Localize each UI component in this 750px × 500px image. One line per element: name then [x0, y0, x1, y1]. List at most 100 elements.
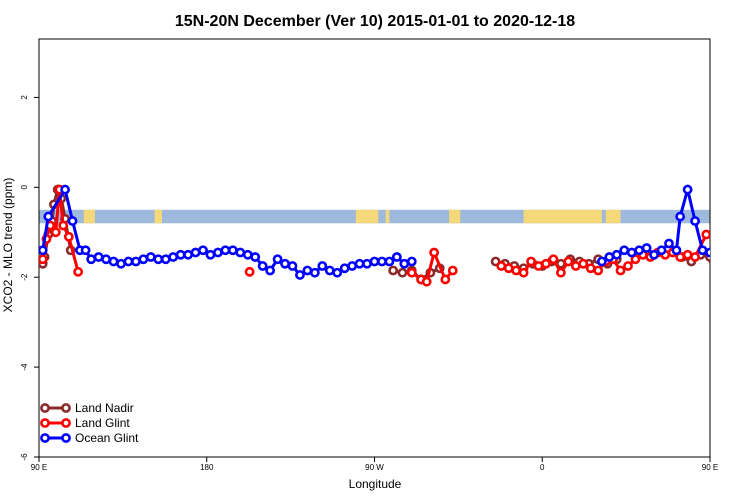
point-1-47 [725, 249, 732, 256]
point-2-1 [43, 211, 54, 222]
legend-label-0: Land Nadir [75, 401, 134, 415]
point-0-9 [388, 265, 399, 276]
point-1-42 [701, 229, 710, 240]
point-1-9 [406, 267, 417, 278]
point-2-43 [362, 258, 372, 269]
x-tick-label-1: 180 [200, 463, 214, 472]
point-0-33 [708, 258, 710, 265]
point-2-3 [67, 216, 78, 226]
point-1-24 [563, 256, 574, 267]
point-2-29 [257, 261, 268, 271]
point-2-7 [93, 252, 104, 262]
point-0-41 [744, 247, 750, 254]
point-2-22 [205, 249, 216, 260]
point-2-35 [302, 265, 313, 276]
point-0-10 [397, 267, 408, 278]
point-2-40 [339, 263, 350, 274]
point-1-7 [73, 266, 84, 277]
point-2-24 [220, 245, 231, 256]
point-1-25 [570, 261, 581, 271]
point-2-69 [736, 262, 743, 269]
y-tick-label-2: -2 [20, 273, 29, 281]
point-2-49 [406, 256, 417, 267]
point-1-22 [548, 254, 559, 265]
point-1-27 [585, 263, 596, 274]
point-2-28 [250, 252, 261, 262]
point-1-44 [714, 208, 721, 215]
land-patch-5 [523, 209, 602, 224]
point-2-26 [235, 247, 246, 258]
land-patch-3 [385, 209, 390, 224]
chart-title: 15N-20N December (Ver 10) 2015-01-01 to … [175, 13, 575, 30]
point-2-59 [664, 238, 674, 249]
point-2-58 [656, 245, 667, 256]
point-2-25 [227, 245, 238, 256]
point-1-41 [690, 252, 700, 262]
point-1-26 [578, 258, 589, 269]
point-2-63 [690, 216, 700, 226]
point-1-3 [50, 227, 61, 238]
point-2-54 [626, 247, 637, 258]
point-2-67 [721, 256, 728, 263]
point-2-45 [377, 256, 387, 267]
point-2-70 [744, 260, 750, 267]
land-ocean-strip [39, 209, 710, 224]
point-1-21 [541, 258, 551, 269]
point-2-13 [138, 254, 149, 265]
x-tick-label-0: 90 E [31, 463, 47, 472]
series-line-0-3 [681, 253, 710, 264]
point-2-32 [280, 258, 290, 269]
point-2-57 [649, 249, 659, 260]
point-2-62 [682, 184, 693, 195]
point-1-16 [503, 263, 514, 274]
y-tick-label-0: 2 [20, 95, 29, 100]
point-2-48 [399, 258, 410, 269]
point-2-11 [123, 256, 134, 267]
point-0-38 [732, 195, 739, 202]
point-2-21 [198, 245, 208, 256]
point-2-5 [80, 245, 91, 256]
point-2-9 [108, 256, 119, 267]
point-2-37 [317, 261, 328, 271]
point-2-60 [671, 245, 682, 256]
y-tick-label-1: 0 [20, 185, 29, 190]
point-2-17 [168, 252, 179, 262]
point-1-14 [447, 265, 458, 276]
point-0-35 [721, 217, 728, 224]
y-tick-label-4: -6 [20, 453, 29, 461]
point-2-23 [213, 247, 223, 258]
point-2-16 [160, 254, 171, 265]
point-1-40 [682, 249, 693, 260]
point-2-68 [729, 258, 736, 265]
point-2-27 [242, 249, 253, 260]
point-2-66 [714, 256, 721, 263]
point-1-8 [244, 266, 255, 277]
point-2-51 [604, 252, 615, 262]
plot-frame [38, 38, 711, 458]
point-2-64 [697, 245, 708, 256]
point-2-46 [384, 256, 395, 267]
point-2-44 [369, 256, 380, 267]
legend-marker-right-1 [61, 418, 71, 428]
x-tick-label-4: 90 E [702, 463, 718, 472]
legend-label-1: Land Glint [75, 416, 130, 430]
point-2-47 [391, 252, 402, 262]
land-patch-4 [449, 209, 461, 224]
point-2-0 [39, 245, 48, 256]
point-2-36 [309, 267, 320, 278]
point-2-50 [596, 256, 607, 267]
point-1-13 [440, 274, 451, 285]
legend-label-2: Ocean Glint [75, 431, 139, 445]
point-1-45 [718, 188, 725, 195]
legend-marker-right-2 [61, 433, 71, 443]
legend-marker-left-2 [40, 433, 50, 443]
point-1-48 [729, 267, 736, 274]
point-2-52 [611, 249, 622, 260]
point-2-8 [101, 254, 111, 265]
legend-marker-left-0 [40, 403, 50, 413]
point-1-12 [429, 247, 440, 258]
point-1-46 [721, 226, 728, 233]
land-patch-1 [154, 209, 163, 224]
